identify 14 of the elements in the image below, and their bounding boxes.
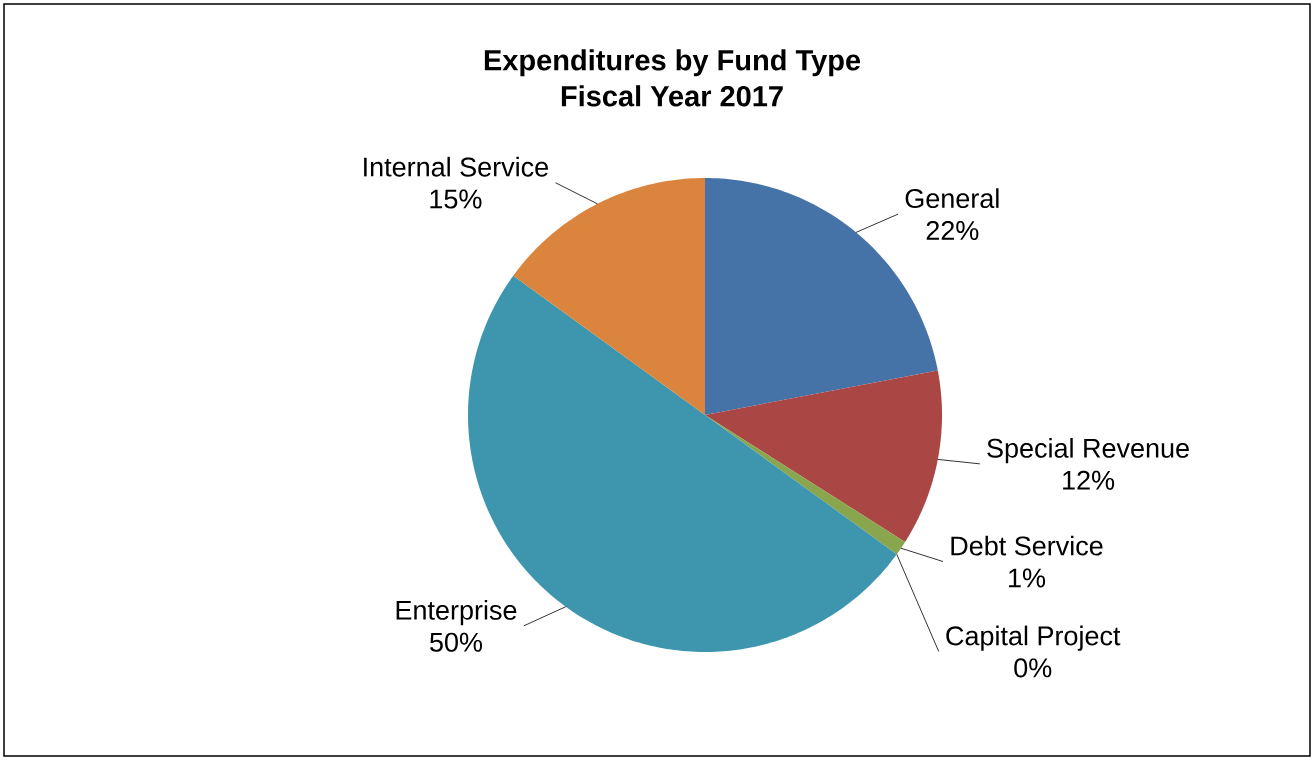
slice-label: General [905,188,999,209]
category-label: Capital Project [946,625,1121,651]
chart-title: Expenditures by Fund Type [484,49,861,77]
slice-label: Special Revenue [987,437,1189,464]
data-label: 50% [430,632,483,652]
slice-label: Internal Service [364,156,548,177]
data-label: 1% [1009,568,1046,588]
slice-label: Enterprise [396,599,517,626]
chart-subtitle: Fiscal Year 2017 [561,85,783,107]
data-label: 22% [926,220,979,240]
data-label: 12% [1063,470,1115,490]
text: 0% [1014,658,1052,678]
slice-label: Debt Service [951,535,1103,556]
data-label: 15% [430,189,482,209]
